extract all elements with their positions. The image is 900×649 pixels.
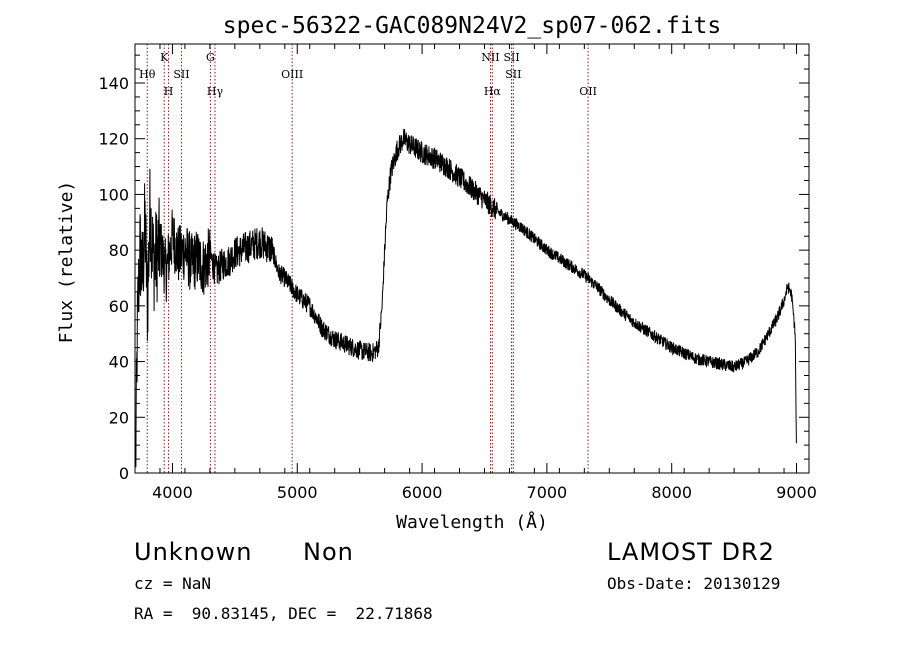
y-tick-label: 40 [109, 353, 129, 372]
y-axis: 0 20 40 60 80 100 120 140 [98, 54, 809, 483]
x-tick-label: 9000 [776, 483, 817, 502]
y-axis-label: Flux (relative) [56, 181, 77, 344]
object-subclass: Non [303, 538, 354, 566]
spectral-line-label: OII [579, 85, 597, 98]
spectral-line-label: Hα [484, 85, 502, 98]
x-tick-label: 8000 [651, 483, 692, 502]
spectral-line-label: G [206, 51, 215, 64]
x-tick-label: 7000 [527, 483, 568, 502]
chart-title: spec-56322-GAC089N24V2_sp07-062.fits [223, 13, 722, 39]
survey-name: LAMOST DR2 [607, 538, 775, 566]
y-tick-label: 0 [119, 464, 129, 483]
x-tick-label: 6000 [402, 483, 443, 502]
spectral-line-label: K [160, 51, 169, 64]
spectral-line-label: Hθ [139, 68, 156, 81]
y-tick-label: 140 [98, 74, 129, 93]
spectral-line-label: Hγ [207, 85, 224, 98]
redshift-cz: cz = NaN [134, 574, 212, 593]
spectral-line-label: OIII [281, 68, 303, 81]
spectral-line-label: SII [503, 51, 519, 64]
y-tick-label: 80 [109, 241, 129, 260]
x-tick-label: 4000 [152, 483, 193, 502]
y-tick-label: 60 [109, 297, 129, 316]
spectral-line-label: NII [481, 51, 499, 64]
plot-frame [134, 43, 810, 474]
spectral-line-label: H [164, 85, 174, 98]
spectral-line-label: SII [505, 68, 521, 81]
spectrum-series-line [135, 128, 797, 468]
x-axis: 4000 5000 6000 7000 8000 9000 [134, 44, 817, 502]
y-tick-label: 20 [109, 408, 129, 427]
x-axis-label: Wavelength (Å) [396, 511, 548, 533]
spectral-line-label: SII [173, 68, 189, 81]
y-tick-label: 100 [98, 185, 129, 204]
x-tick-label: 5000 [277, 483, 318, 502]
y-tick-label: 120 [98, 130, 129, 149]
observation-date: Obs-Date: 20130129 [607, 574, 781, 593]
object-class: Unknown [134, 538, 253, 566]
spectrum-chart: spec-56322-GAC089N24V2_sp07-062.fits Hθ K… [56, 13, 817, 533]
ra-dec-coordinates: RA = 90.83145, DEC = 22.71868 [134, 604, 433, 623]
